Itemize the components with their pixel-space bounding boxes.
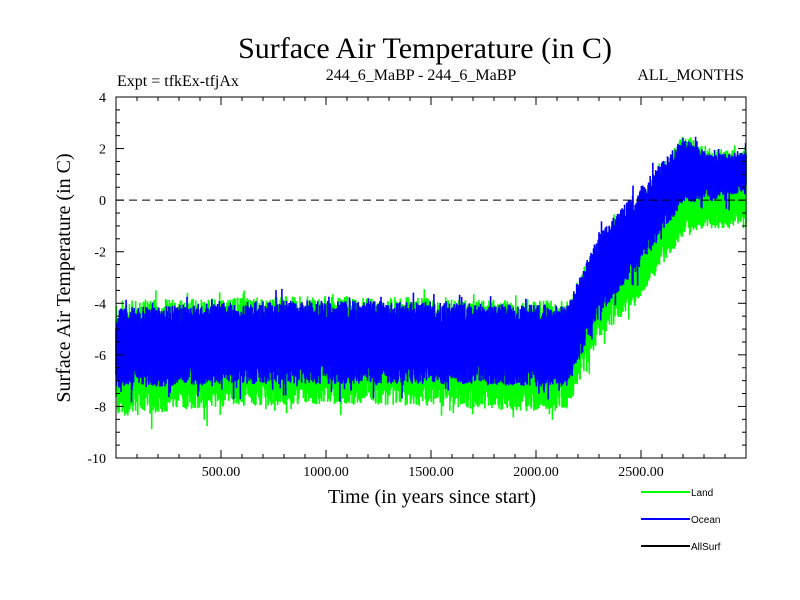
header-left: Expt = tfkEx-tfjAx <box>117 73 239 90</box>
legend-label-allsurf: AllSurf <box>691 542 721 553</box>
y-tick-label: 0 <box>99 194 106 209</box>
y-axis-label: Surface Air Temperature (in C) <box>53 153 75 402</box>
x-tick-label: 1000.00 <box>303 465 349 480</box>
y-tick-label: 4 <box>99 91 106 106</box>
x-tick-label: 1500.00 <box>408 465 454 480</box>
chart-title: Surface Air Temperature (in C) <box>238 32 612 65</box>
header-right: ALL_MONTHS <box>637 67 744 84</box>
x-tick-label: 500.00 <box>202 465 241 480</box>
x-tick-label: 2000.00 <box>513 465 559 480</box>
x-axis-label: Time (in years since start) <box>328 486 536 508</box>
y-tick-label: -6 <box>94 349 106 364</box>
y-tick-label: -8 <box>94 400 106 415</box>
plot-frame <box>115 96 747 459</box>
y-tick-label: 2 <box>99 143 106 158</box>
legend-label-land: Land <box>691 488 713 499</box>
axes-layer: -10 -8 -6 -4 -2 0 2 4 500.00 1000.00 1500.00 2000.0… <box>87 91 747 480</box>
y-tick-label: -4 <box>94 297 106 312</box>
series-layer <box>115 136 747 430</box>
legend-label-ocean: Ocean <box>691 515 720 526</box>
legend: Land Ocean AllSurf <box>641 488 721 553</box>
y-tick-label: -2 <box>94 246 106 261</box>
header-center: 244_6_MaBP - 244_6_MaBP <box>326 67 517 84</box>
y-tick-label: -10 <box>87 452 106 467</box>
x-tick-label: 2500.00 <box>618 465 664 480</box>
